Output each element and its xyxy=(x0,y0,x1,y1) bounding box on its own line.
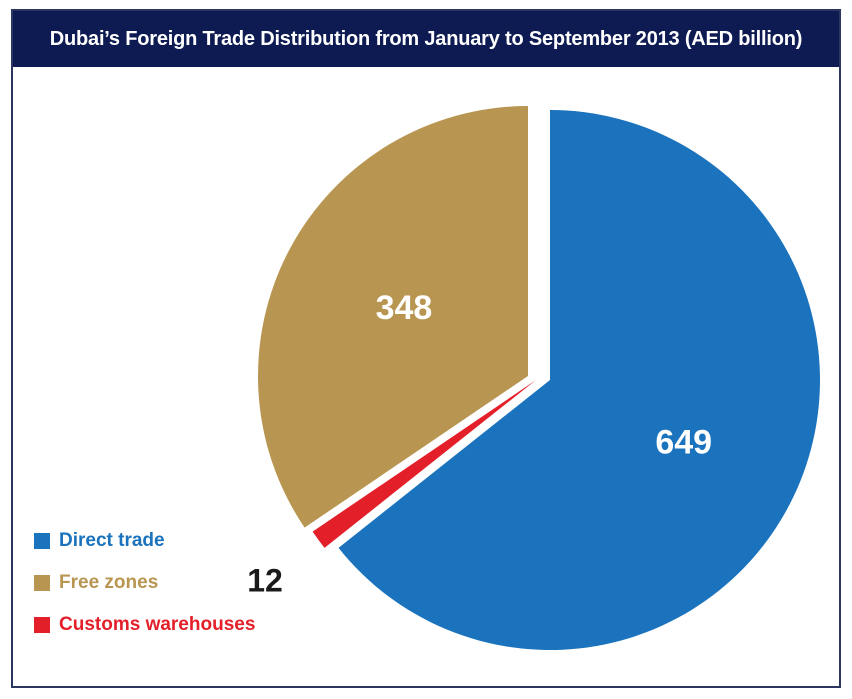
legend-label-free-zones: Free zones xyxy=(59,572,159,593)
legend-item-customs-warehouses: Customs warehouses xyxy=(34,604,255,646)
legend-swatch-free-zones xyxy=(34,575,50,591)
legend-swatch-direct-trade xyxy=(34,533,50,549)
legend-swatch-customs-warehouses xyxy=(34,617,50,633)
legend: Direct trade Free zones Customs warehous… xyxy=(34,520,255,646)
title-bar: Dubai’s Foreign Trade Distribution from … xyxy=(13,11,839,67)
data-label-direct-trade: 649 xyxy=(655,424,712,462)
data-label-free-zones: 348 xyxy=(376,289,433,327)
legend-item-direct-trade: Direct trade xyxy=(34,520,255,562)
pie-slice-direct-trade xyxy=(338,110,820,650)
pie-slice-free-zones xyxy=(258,106,528,528)
pie-slice-customs-warehouses xyxy=(312,380,536,548)
data-label-customs-warehouses: 12 xyxy=(247,562,283,598)
legend-label-direct-trade: Direct trade xyxy=(59,530,165,551)
chart-title: Dubai’s Foreign Trade Distribution from … xyxy=(49,27,803,50)
legend-label-customs-warehouses: Customs warehouses xyxy=(59,614,256,635)
legend-item-free-zones: Free zones xyxy=(34,562,255,604)
